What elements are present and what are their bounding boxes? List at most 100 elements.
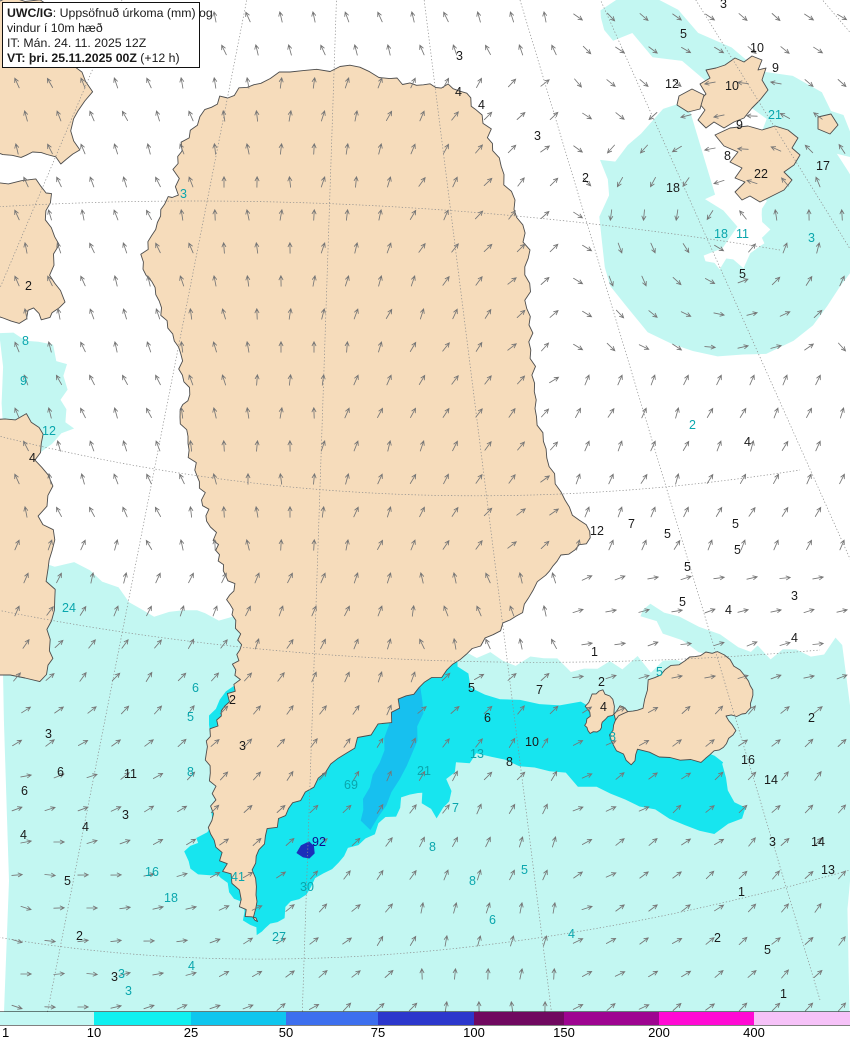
svg-text:92: 92 [312, 835, 326, 849]
svg-text:200: 200 [648, 1025, 670, 1040]
svg-text:5: 5 [468, 681, 475, 695]
svg-text:2: 2 [76, 929, 83, 943]
svg-text:14: 14 [764, 773, 778, 787]
svg-text:1: 1 [780, 987, 787, 1001]
svg-text:12: 12 [590, 524, 604, 538]
svg-text:3: 3 [808, 231, 815, 245]
svg-text:12: 12 [42, 424, 56, 438]
svg-text:9: 9 [736, 118, 743, 132]
svg-text:9: 9 [772, 61, 779, 75]
svg-text:25: 25 [184, 1025, 198, 1040]
svg-text:5: 5 [521, 863, 528, 877]
svg-text:2: 2 [25, 279, 32, 293]
svg-text:3: 3 [180, 187, 187, 201]
svg-text:150: 150 [553, 1025, 575, 1040]
svg-text:16: 16 [741, 753, 755, 767]
svg-text:8: 8 [22, 334, 29, 348]
svg-text:17: 17 [816, 159, 830, 173]
svg-text:7: 7 [628, 517, 635, 531]
svg-text:11: 11 [124, 767, 137, 781]
svg-text:69: 69 [344, 778, 358, 792]
svg-text:9: 9 [20, 374, 27, 388]
svg-text:13: 13 [470, 747, 484, 761]
svg-text:3: 3 [534, 129, 541, 143]
svg-text:5: 5 [684, 560, 691, 574]
svg-text:4: 4 [791, 631, 798, 645]
svg-text:8: 8 [724, 149, 731, 163]
svg-text:3: 3 [118, 967, 125, 981]
svg-text:8: 8 [609, 730, 616, 744]
svg-text:6: 6 [192, 681, 199, 695]
svg-text:2: 2 [229, 693, 236, 707]
svg-text:1: 1 [2, 1025, 9, 1040]
svg-text:8: 8 [429, 840, 436, 854]
svg-text:3: 3 [769, 835, 776, 849]
svg-text:3: 3 [239, 739, 246, 753]
svg-text:10: 10 [725, 79, 739, 93]
svg-text:4: 4 [455, 85, 462, 99]
svg-text:2: 2 [714, 931, 721, 945]
svg-text:18: 18 [714, 227, 728, 241]
svg-text:12: 12 [665, 77, 679, 91]
svg-text:4: 4 [20, 828, 27, 842]
svg-text:5: 5 [764, 943, 771, 957]
svg-text:2: 2 [689, 418, 696, 432]
svg-text:3: 3 [45, 727, 52, 741]
svg-text:10: 10 [750, 41, 764, 55]
svg-text:4: 4 [568, 927, 575, 941]
svg-text:6: 6 [57, 765, 64, 779]
svg-text:24: 24 [62, 601, 76, 615]
svg-text:8: 8 [187, 765, 194, 779]
svg-text:5: 5 [664, 527, 671, 541]
svg-text:7: 7 [536, 683, 543, 697]
svg-text:4: 4 [29, 451, 36, 465]
svg-text:400: 400 [743, 1025, 765, 1040]
svg-text:4: 4 [725, 603, 732, 617]
svg-text:8: 8 [506, 755, 513, 769]
svg-text:5: 5 [739, 267, 746, 281]
svg-text:100: 100 [463, 1025, 485, 1040]
svg-text:5: 5 [680, 27, 687, 41]
svg-text:75: 75 [371, 1025, 385, 1040]
svg-text:5: 5 [64, 874, 71, 888]
svg-text:6: 6 [21, 784, 28, 798]
svg-text:21: 21 [417, 764, 431, 778]
svg-text:41: 41 [231, 870, 245, 884]
svg-text:1: 1 [591, 645, 598, 659]
svg-text:6: 6 [489, 913, 496, 927]
svg-text:7: 7 [452, 801, 459, 815]
svg-text:21: 21 [768, 108, 782, 122]
svg-text:18: 18 [164, 891, 178, 905]
svg-text:5: 5 [679, 595, 686, 609]
svg-text:4: 4 [478, 98, 485, 112]
svg-text:5: 5 [187, 710, 194, 724]
svg-text:22: 22 [754, 167, 768, 181]
svg-text:4: 4 [600, 700, 607, 714]
svg-text:3: 3 [125, 984, 132, 998]
svg-text:10: 10 [525, 735, 539, 749]
svg-text:3: 3 [791, 589, 798, 603]
svg-text:16: 16 [145, 865, 159, 879]
svg-text:30: 30 [300, 880, 314, 894]
svg-text:2: 2 [808, 711, 815, 725]
svg-text:5: 5 [734, 543, 741, 557]
svg-text:13: 13 [821, 863, 835, 877]
svg-text:14: 14 [811, 835, 825, 849]
svg-text:27: 27 [272, 930, 286, 944]
svg-text:2: 2 [598, 675, 605, 689]
svg-text:18: 18 [666, 181, 680, 195]
svg-text:4: 4 [744, 435, 751, 449]
svg-text:3: 3 [122, 808, 129, 822]
svg-text:8: 8 [469, 874, 476, 888]
svg-text:5: 5 [732, 517, 739, 531]
svg-text:3: 3 [456, 49, 463, 63]
svg-text:6: 6 [484, 711, 491, 725]
svg-text:4: 4 [82, 820, 89, 834]
svg-text:3: 3 [720, 0, 727, 11]
svg-text:11: 11 [736, 227, 749, 241]
svg-text:1: 1 [738, 885, 745, 899]
svg-text:5: 5 [656, 665, 663, 679]
svg-text:2: 2 [582, 171, 589, 185]
svg-text:3: 3 [111, 970, 118, 984]
svg-text:4: 4 [188, 959, 195, 973]
